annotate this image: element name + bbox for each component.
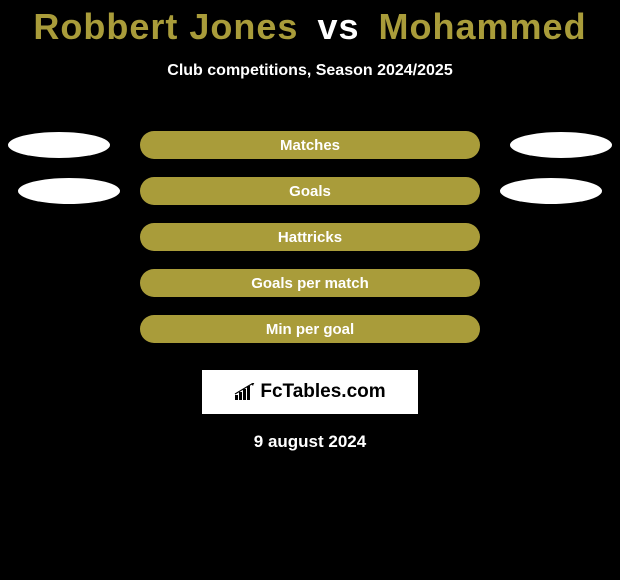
stat-pill: Goals [140,177,480,205]
stat-row: Matches [0,122,620,168]
stat-label: Goals [289,183,331,200]
stat-label: Hattricks [278,229,342,246]
brand-label: FcTables.com [260,381,385,403]
stat-pill: Matches [140,131,480,159]
stat-row: Hattricks [0,214,620,260]
brand-text: FcTables.com [234,381,385,403]
left-value-bubble [18,178,120,204]
player1-name: Robbert Jones [33,6,298,47]
stat-pill: Hattricks [140,223,480,251]
stat-row: Goals per match [0,260,620,306]
barchart-icon [234,383,256,401]
stat-pill: Min per goal [140,315,480,343]
stat-pill: Goals per match [140,269,480,297]
right-value-bubble [510,132,612,158]
footer-date: 9 august 2024 [0,432,620,452]
stat-row: Min per goal [0,306,620,352]
vs-text: vs [317,6,359,47]
brand-box: FcTables.com [202,370,418,414]
comparison-rows: Matches Goals Hattricks Goals per match … [0,122,620,352]
stat-label: Matches [280,137,340,154]
player2-name: Mohammed [379,6,587,47]
subtitle: Club competitions, Season 2024/2025 [0,62,620,80]
stat-label: Goals per match [251,275,369,292]
stat-row: Goals [0,168,620,214]
page-title: Robbert Jones vs Mohammed [0,0,620,48]
stat-label: Min per goal [266,321,354,338]
left-value-bubble [8,132,110,158]
right-value-bubble [500,178,602,204]
